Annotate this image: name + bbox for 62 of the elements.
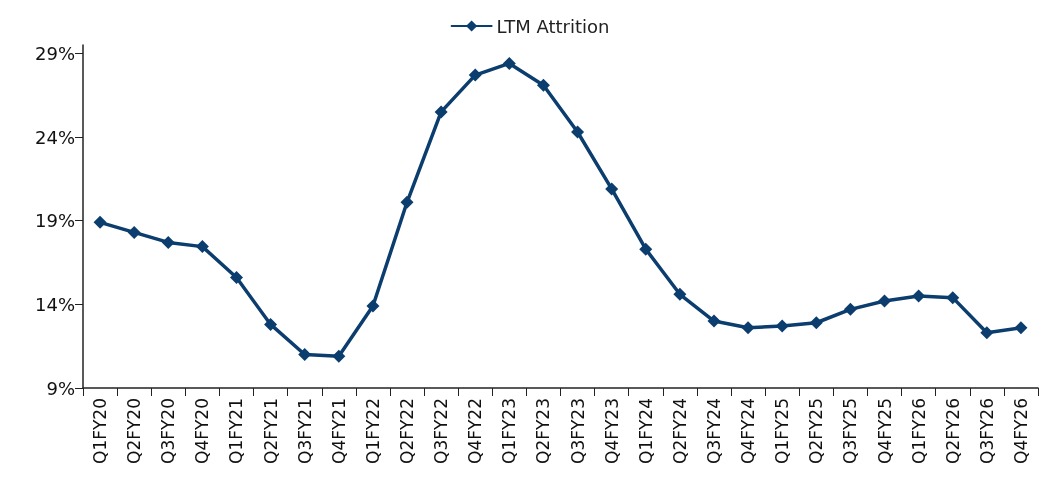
y-tick-label: 24% (34, 126, 75, 148)
point (332, 349, 346, 363)
point (775, 319, 789, 333)
point (536, 78, 550, 92)
point (298, 348, 312, 362)
point (502, 56, 516, 70)
x-tick-label: Q2FY23 (533, 398, 554, 464)
point (229, 271, 243, 285)
point (161, 235, 175, 249)
point (400, 195, 414, 209)
point (673, 287, 687, 301)
point (1014, 321, 1028, 335)
legend-label: LTM Attrition (496, 15, 610, 37)
y-tick-label: 9% (46, 377, 75, 399)
point (843, 302, 857, 316)
x-tick-label: Q3FY24 (703, 398, 724, 464)
y-tick-label: 14% (34, 293, 75, 315)
x-tick-label: Q4FY24 (738, 398, 759, 464)
x-tick-label: Q3FY21 (294, 398, 315, 464)
point (707, 314, 721, 328)
point (571, 125, 585, 139)
point (809, 316, 823, 330)
point (434, 105, 448, 119)
point (468, 68, 482, 82)
x-tick-label: Q2FY26 (942, 398, 963, 464)
y-tick-label: 29% (34, 42, 75, 64)
x-tick-label: Q2FY22 (397, 398, 418, 464)
x-tick-label: Q2FY20 (124, 398, 145, 464)
x-tick-label: Q4FY26 (1010, 398, 1031, 464)
point (639, 242, 653, 256)
x-tick-label: Q2FY21 (260, 398, 281, 464)
x-tick-label: Q3FY20 (158, 398, 179, 464)
x-tick-label: Q2FY25 (806, 398, 827, 464)
x-tick-label: Q1FY23 (499, 398, 520, 464)
x-tick-label: Q3FY22 (431, 398, 452, 464)
x-tick-label: Q4FY20 (192, 398, 213, 464)
x-tick-label: Q1FY25 (772, 398, 793, 464)
x-tick-label: Q4FY21 (328, 398, 349, 464)
x-tick-label: Q1FY20 (90, 398, 111, 464)
point (366, 299, 380, 313)
x-tick-label: Q3FY23 (567, 398, 588, 464)
point (264, 317, 278, 331)
y-tick-label: 19% (34, 210, 75, 232)
x-tick-label: Q1FY22 (362, 398, 383, 464)
x-tick-label: Q4FY23 (601, 398, 622, 464)
x-tick-label: Q4FY25 (874, 398, 895, 464)
point (605, 182, 619, 196)
point (878, 294, 892, 308)
point (195, 240, 209, 254)
point (741, 321, 755, 335)
point (127, 225, 141, 239)
x-tick-label: Q4FY22 (465, 398, 486, 464)
x-tick-label: Q1FY26 (908, 398, 929, 464)
x-tick-label: Q3FY26 (976, 398, 997, 464)
x-tick-label: Q1FY21 (226, 398, 247, 464)
x-tick-label: Q1FY24 (635, 398, 656, 464)
x-tick-label: Q3FY25 (840, 398, 861, 464)
point (980, 326, 994, 340)
point (93, 215, 107, 229)
point (946, 291, 960, 305)
x-tick-label: Q2FY24 (669, 398, 690, 464)
point (912, 289, 926, 303)
